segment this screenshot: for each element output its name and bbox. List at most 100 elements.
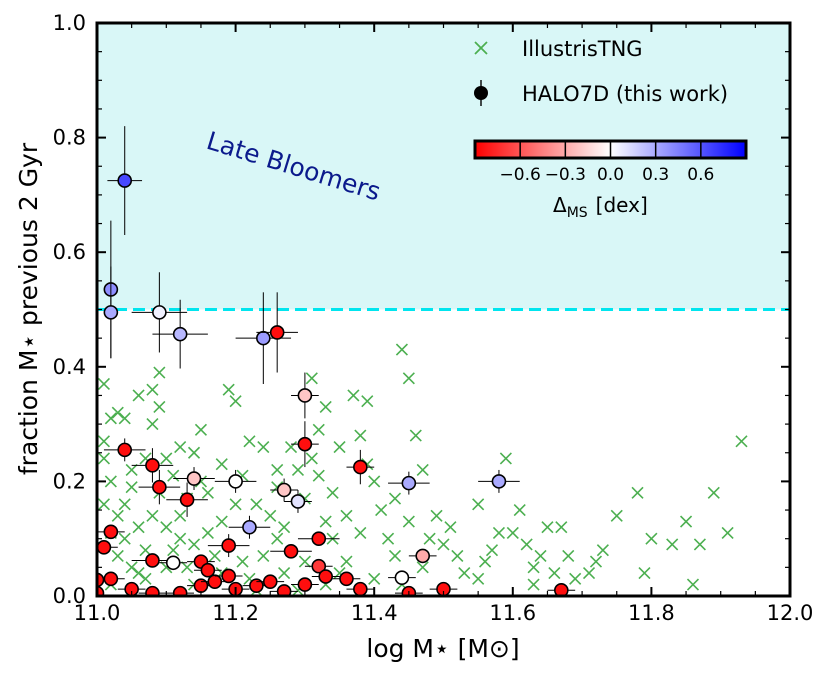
tng-point <box>319 515 332 528</box>
tng-point <box>735 435 748 448</box>
halo7d-point <box>346 449 375 485</box>
tng-point <box>174 532 187 545</box>
tng-point <box>257 549 270 562</box>
x-tick-label: 11.4 <box>351 601 398 625</box>
halo7d-point <box>138 469 181 505</box>
halo7d-point <box>388 471 430 495</box>
tng-point <box>520 538 533 551</box>
halo7d-point <box>159 555 188 571</box>
tng-point <box>201 486 214 499</box>
x-tick-label: 12.0 <box>767 601 814 625</box>
tng-point <box>97 498 110 511</box>
tng-point <box>506 526 519 540</box>
tng-point <box>132 389 145 402</box>
tng-point <box>291 463 305 477</box>
tng-point <box>208 549 221 562</box>
halo7d-point <box>138 585 167 596</box>
halo7d-point <box>291 421 319 468</box>
tng-point <box>181 561 194 574</box>
y-tick-label: 1.0 <box>53 11 86 35</box>
halo7d-point <box>97 572 105 588</box>
tng-point <box>368 572 381 585</box>
tng-point <box>485 544 499 557</box>
halo7d-point <box>214 469 257 493</box>
tng-point <box>125 463 138 477</box>
tng-point <box>264 509 277 522</box>
tng-point <box>409 429 422 442</box>
y-tick-label: 0.8 <box>53 126 86 150</box>
halo7d-point <box>235 292 292 384</box>
tng-point <box>492 526 506 540</box>
tng-point <box>693 538 706 551</box>
tng-point <box>686 578 700 591</box>
tng-point <box>548 567 561 580</box>
tng-point <box>721 526 734 540</box>
tng-point <box>139 572 152 585</box>
halo7d-point <box>173 467 215 490</box>
y-tick-label: 0.4 <box>53 355 86 379</box>
tng-point <box>381 532 395 545</box>
tng-point <box>298 555 311 568</box>
tng-point <box>229 498 242 511</box>
tng-point <box>229 395 242 408</box>
tng-point <box>472 572 485 585</box>
halo7d-point <box>103 266 119 359</box>
tng-point <box>562 549 575 562</box>
halo7d-point <box>408 548 437 564</box>
tng-point <box>118 532 131 545</box>
tng-point <box>541 521 554 534</box>
tng-point <box>569 572 582 585</box>
halo7d-point <box>207 534 250 558</box>
legend: IllustrisTNG HALO7D (this work) <box>474 37 728 106</box>
tng-point <box>284 440 298 454</box>
tng-point <box>132 567 145 580</box>
tng-point <box>215 515 228 528</box>
tng-point <box>499 452 512 465</box>
y-tick-label: 0.2 <box>53 469 86 493</box>
tng-point <box>132 521 145 534</box>
halo7d-point <box>166 585 195 596</box>
halo7d-point <box>270 544 312 559</box>
tng-point <box>125 561 138 574</box>
tng-point <box>707 486 720 499</box>
tng-point <box>596 544 609 557</box>
halo7d-point <box>228 515 271 539</box>
legend-marker-illustristng <box>474 41 488 55</box>
tng-point <box>167 544 180 557</box>
tng-point <box>257 440 270 454</box>
tng-point <box>513 503 526 517</box>
halo7d-point <box>311 569 340 584</box>
tng-point <box>416 463 429 477</box>
tng-point <box>319 400 332 413</box>
tng-point <box>111 406 124 419</box>
tng-point <box>111 549 124 562</box>
tng-point <box>589 555 603 568</box>
tng-point <box>174 509 187 522</box>
tng-point <box>146 418 159 431</box>
tng-point <box>368 475 381 488</box>
halo7d-point <box>97 585 105 596</box>
tng-point <box>340 509 353 522</box>
tng-point <box>153 366 166 379</box>
tng-point <box>479 555 492 568</box>
tng-point <box>167 469 180 482</box>
halo7d-point <box>297 531 340 547</box>
tng-point <box>243 435 256 448</box>
x-axis-ticks: 11.0 11.2 11.4 11.6 11.8 12.0 <box>74 23 814 625</box>
tng-point <box>118 498 131 511</box>
tng-point <box>402 515 415 528</box>
y-tick-label: 0.6 <box>53 240 86 264</box>
tng-point <box>451 549 464 562</box>
tng-point <box>236 555 249 568</box>
tng-point <box>347 389 360 402</box>
halo7d-point <box>200 574 229 589</box>
tng-point <box>271 463 284 477</box>
colorbar-label: ΔMS [dex] <box>553 193 648 221</box>
halo7d-point <box>97 524 125 540</box>
halo7d-point <box>304 558 333 574</box>
halo7d-point <box>103 438 146 462</box>
tng-point <box>104 475 117 488</box>
halo7d-point <box>256 292 298 373</box>
halo7d-point <box>332 571 361 587</box>
tng-point <box>582 567 596 580</box>
